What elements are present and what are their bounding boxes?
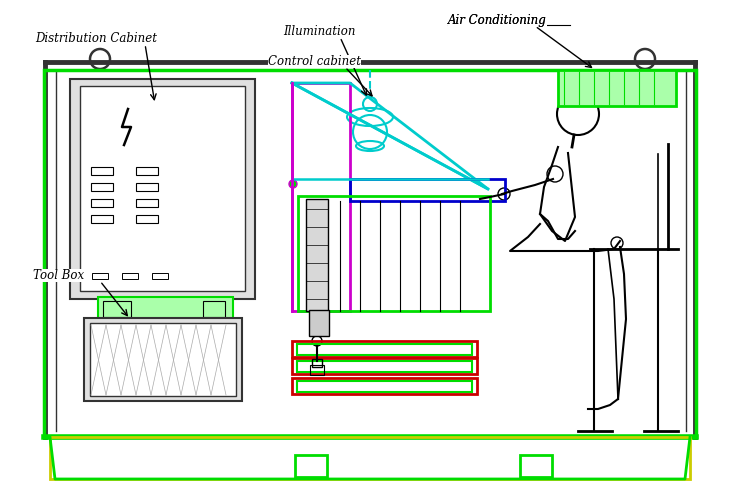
Text: Tool Box: Tool Box bbox=[33, 269, 84, 282]
Bar bbox=[152, 273, 168, 279]
Bar bbox=[309, 310, 329, 336]
Bar bbox=[103, 301, 131, 317]
Bar bbox=[297, 381, 472, 392]
Bar bbox=[297, 361, 472, 372]
Bar bbox=[84, 318, 242, 401]
Bar bbox=[297, 344, 472, 355]
Bar bbox=[558, 70, 676, 106]
Bar bbox=[80, 86, 245, 291]
Bar bbox=[203, 301, 225, 317]
Text: Distribution Cabinet: Distribution Cabinet bbox=[35, 32, 157, 45]
Bar bbox=[292, 341, 477, 357]
Bar bbox=[90, 323, 236, 396]
Text: Air Conditioning: Air Conditioning bbox=[448, 14, 547, 27]
Bar bbox=[92, 273, 108, 279]
Bar bbox=[310, 365, 324, 375]
Bar bbox=[136, 199, 158, 207]
Bar bbox=[295, 455, 327, 477]
Text: Illumination: Illumination bbox=[283, 25, 356, 38]
Bar bbox=[298, 196, 490, 311]
Bar bbox=[136, 183, 158, 191]
Bar bbox=[91, 215, 113, 223]
Bar bbox=[91, 199, 113, 207]
Bar bbox=[312, 359, 322, 367]
Bar bbox=[98, 297, 233, 319]
Bar bbox=[136, 215, 158, 223]
Bar bbox=[122, 273, 138, 279]
Bar bbox=[136, 167, 158, 175]
Bar bbox=[292, 358, 477, 374]
Bar bbox=[350, 179, 505, 201]
Bar bbox=[50, 437, 690, 479]
Circle shape bbox=[289, 180, 297, 188]
Bar bbox=[91, 167, 113, 175]
Bar bbox=[292, 83, 350, 311]
Bar bbox=[292, 378, 477, 394]
Bar bbox=[306, 199, 328, 311]
Bar bbox=[70, 79, 255, 299]
Text: Control cabinet: Control cabinet bbox=[268, 55, 361, 68]
Bar bbox=[44, 70, 696, 437]
Bar bbox=[91, 183, 113, 191]
Text: Air Conditioning: Air Conditioning bbox=[448, 14, 547, 27]
Bar bbox=[520, 455, 552, 477]
